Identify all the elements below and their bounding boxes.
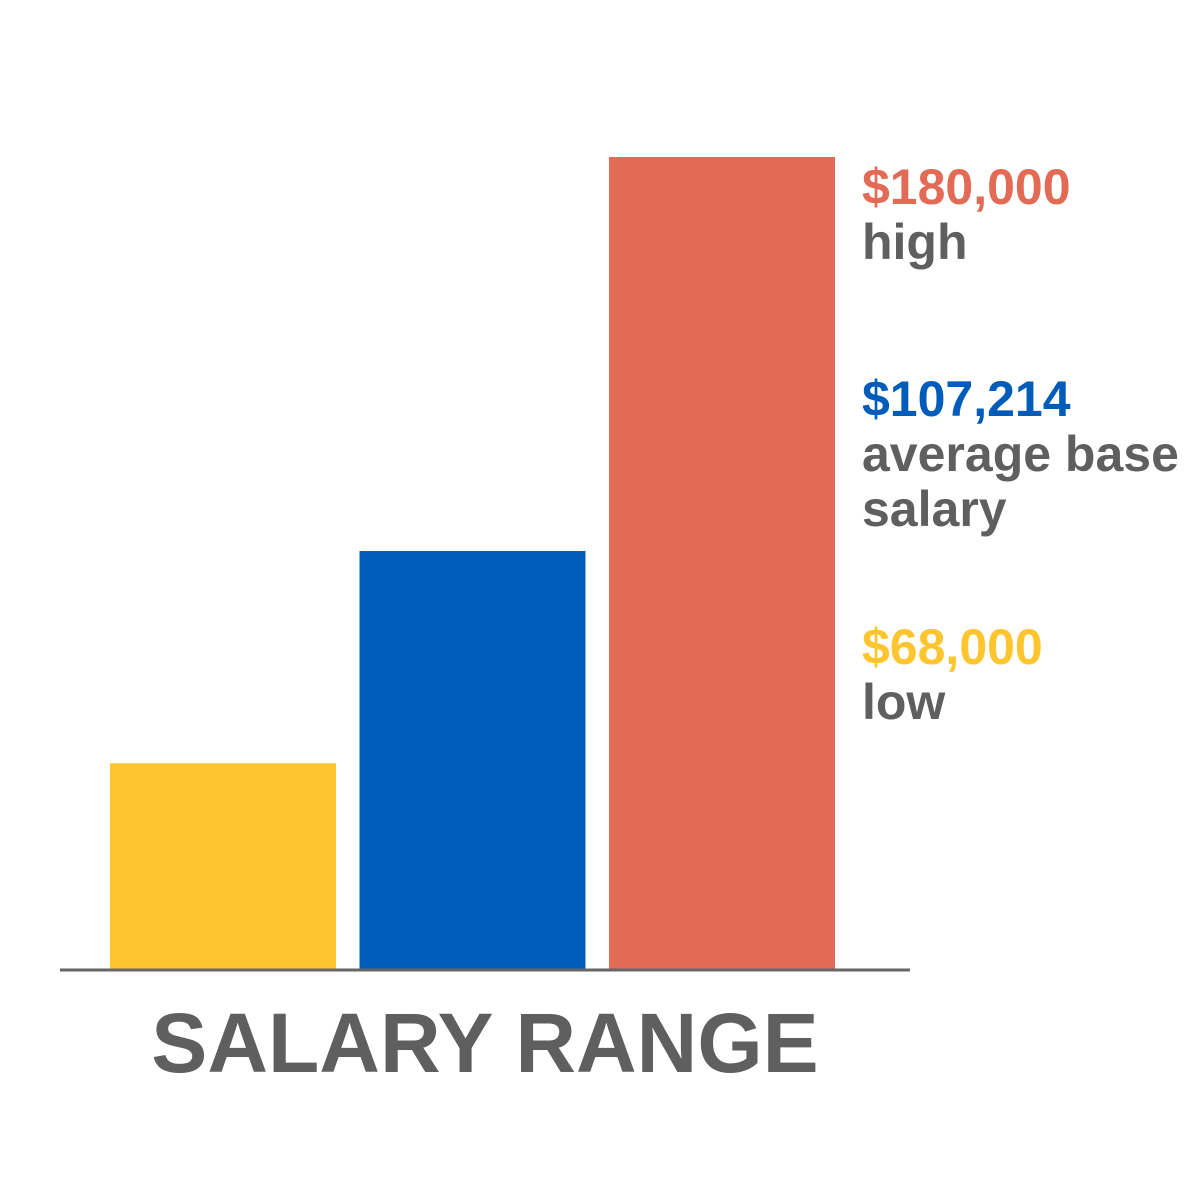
category-label: average base salary <box>862 426 1179 537</box>
value-label: $180,000 <box>862 159 1071 215</box>
value-label: $107,214 <box>862 371 1071 427</box>
category-label: high <box>862 214 968 270</box>
chart-title: SALARY RANGE <box>151 996 819 1090</box>
value-label: $68,000 <box>862 619 1043 675</box>
bar <box>609 157 835 969</box>
bar-label: $68,000 low <box>862 620 1197 730</box>
bar-label: $107,214 average base salary <box>862 372 1197 537</box>
bar <box>110 763 336 969</box>
bar <box>359 551 586 969</box>
category-label: low <box>862 674 946 730</box>
bar-label: $180,000 high <box>862 160 1197 270</box>
